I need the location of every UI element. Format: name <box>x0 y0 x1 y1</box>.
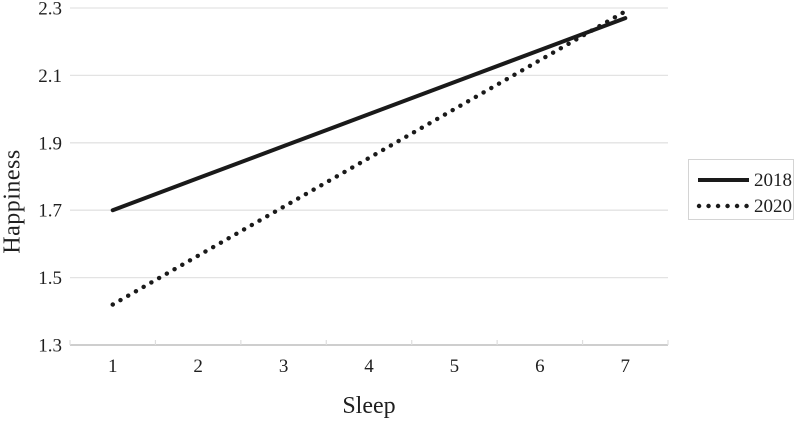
x-axis-title: Sleep <box>342 393 396 419</box>
x-tick-label: 2 <box>193 356 203 377</box>
x-tick-label: 1 <box>108 356 118 377</box>
y-tick-label: 1.3 <box>38 336 62 357</box>
series-line-2020 <box>110 9 628 307</box>
legend-label-2020: 2020 <box>754 195 792 217</box>
y-tick-label: 2.1 <box>38 66 62 87</box>
legend: 2018 2020 <box>688 159 794 220</box>
legend-label-2018: 2018 <box>754 169 792 191</box>
x-tick-label: 7 <box>621 356 631 377</box>
legend-item-2018: 2018 <box>696 168 792 192</box>
x-tick-label: 6 <box>535 356 545 377</box>
dotted-line-icon <box>696 203 751 209</box>
y-axis-title: Happiness <box>0 149 26 254</box>
series-line-2018 <box>110 16 628 213</box>
x-tick-label: 5 <box>450 356 460 377</box>
y-tick-label: 1.9 <box>38 133 62 154</box>
solid-line-icon <box>698 178 749 182</box>
y-tick-label: 1.7 <box>38 201 62 222</box>
x-tick-label: 4 <box>364 356 374 377</box>
y-tick-label: 2.3 <box>38 0 62 20</box>
y-tick-label: 1.5 <box>38 268 62 289</box>
legend-item-2020: 2020 <box>696 194 792 218</box>
x-tick-label: 3 <box>279 356 289 377</box>
